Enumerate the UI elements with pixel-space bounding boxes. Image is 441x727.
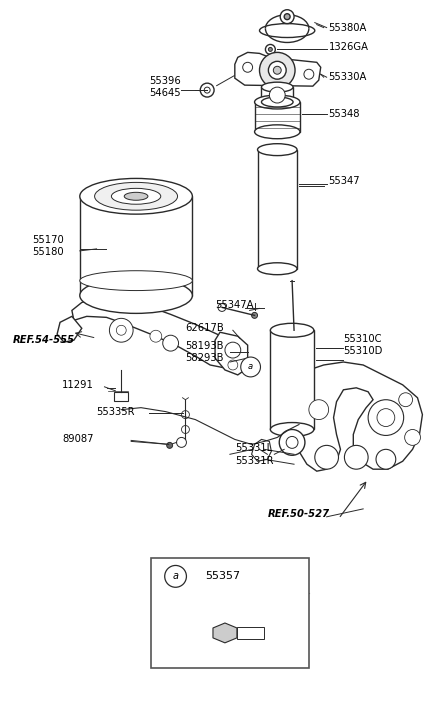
Circle shape xyxy=(405,430,420,446)
Ellipse shape xyxy=(95,182,178,210)
Ellipse shape xyxy=(112,188,161,204)
Text: REF.50-527: REF.50-527 xyxy=(267,509,329,519)
Polygon shape xyxy=(297,362,422,471)
Circle shape xyxy=(243,63,253,72)
Circle shape xyxy=(269,61,286,79)
Ellipse shape xyxy=(254,95,300,109)
Circle shape xyxy=(200,83,214,97)
Ellipse shape xyxy=(124,193,148,200)
Circle shape xyxy=(304,69,314,79)
Polygon shape xyxy=(235,52,321,86)
Text: 55331L
55331R: 55331L 55331R xyxy=(235,443,273,465)
Text: 55357: 55357 xyxy=(205,571,240,582)
Circle shape xyxy=(315,446,339,469)
Circle shape xyxy=(225,342,241,358)
Ellipse shape xyxy=(254,125,300,139)
Ellipse shape xyxy=(80,270,192,291)
Circle shape xyxy=(269,47,273,52)
Ellipse shape xyxy=(262,97,293,107)
Polygon shape xyxy=(57,316,82,342)
Bar xyxy=(80,196,192,295)
Bar xyxy=(270,330,314,430)
Circle shape xyxy=(344,446,368,469)
Circle shape xyxy=(163,335,179,351)
Circle shape xyxy=(182,425,189,433)
Circle shape xyxy=(164,566,187,587)
Circle shape xyxy=(150,330,162,342)
Polygon shape xyxy=(252,439,271,461)
Circle shape xyxy=(116,325,126,335)
Text: 89087: 89087 xyxy=(62,435,93,444)
Text: 55348: 55348 xyxy=(329,109,360,119)
Polygon shape xyxy=(213,623,237,643)
Text: a: a xyxy=(248,363,253,371)
Text: 55335R: 55335R xyxy=(97,406,135,417)
Bar xyxy=(262,87,293,102)
Circle shape xyxy=(273,66,281,74)
Circle shape xyxy=(259,52,295,88)
Text: 55170
55180: 55170 55180 xyxy=(32,235,64,257)
Circle shape xyxy=(284,14,290,20)
Text: 58193B
58293B: 58193B 58293B xyxy=(186,341,224,364)
Circle shape xyxy=(280,9,294,23)
Text: 55396
54645: 55396 54645 xyxy=(149,76,181,98)
Text: a: a xyxy=(172,571,179,582)
Text: 62617B: 62617B xyxy=(186,324,224,333)
Bar xyxy=(114,392,128,401)
Bar xyxy=(254,102,300,132)
Circle shape xyxy=(309,400,329,419)
Text: 55310C
55310D: 55310C 55310D xyxy=(344,334,383,356)
Circle shape xyxy=(265,44,275,55)
Ellipse shape xyxy=(80,178,192,214)
Text: 55330A: 55330A xyxy=(329,72,367,82)
Circle shape xyxy=(228,360,238,370)
Bar xyxy=(151,558,309,667)
Ellipse shape xyxy=(270,324,314,337)
Circle shape xyxy=(368,400,404,435)
Ellipse shape xyxy=(270,422,314,436)
Polygon shape xyxy=(215,332,248,375)
Circle shape xyxy=(176,438,187,447)
Circle shape xyxy=(269,87,285,103)
Circle shape xyxy=(377,409,395,427)
Ellipse shape xyxy=(80,278,192,313)
Circle shape xyxy=(279,430,305,455)
Ellipse shape xyxy=(258,262,297,275)
Ellipse shape xyxy=(259,23,315,38)
Circle shape xyxy=(218,303,226,311)
Circle shape xyxy=(252,313,258,318)
Bar xyxy=(258,150,297,269)
Ellipse shape xyxy=(258,144,297,156)
Text: 55347A: 55347A xyxy=(215,300,254,310)
Text: 55380A: 55380A xyxy=(329,23,367,33)
Polygon shape xyxy=(72,297,238,368)
Circle shape xyxy=(286,436,298,449)
Circle shape xyxy=(109,318,133,342)
Circle shape xyxy=(399,393,412,406)
Ellipse shape xyxy=(262,82,293,92)
Circle shape xyxy=(376,449,396,469)
Text: 55347: 55347 xyxy=(329,177,360,186)
Circle shape xyxy=(204,87,210,93)
Text: 11291: 11291 xyxy=(62,379,94,390)
Text: 1326GA: 1326GA xyxy=(329,42,369,52)
Bar xyxy=(237,627,265,639)
Circle shape xyxy=(182,411,189,419)
Text: REF.54-555: REF.54-555 xyxy=(13,335,75,345)
Circle shape xyxy=(167,443,172,449)
Circle shape xyxy=(241,357,261,377)
